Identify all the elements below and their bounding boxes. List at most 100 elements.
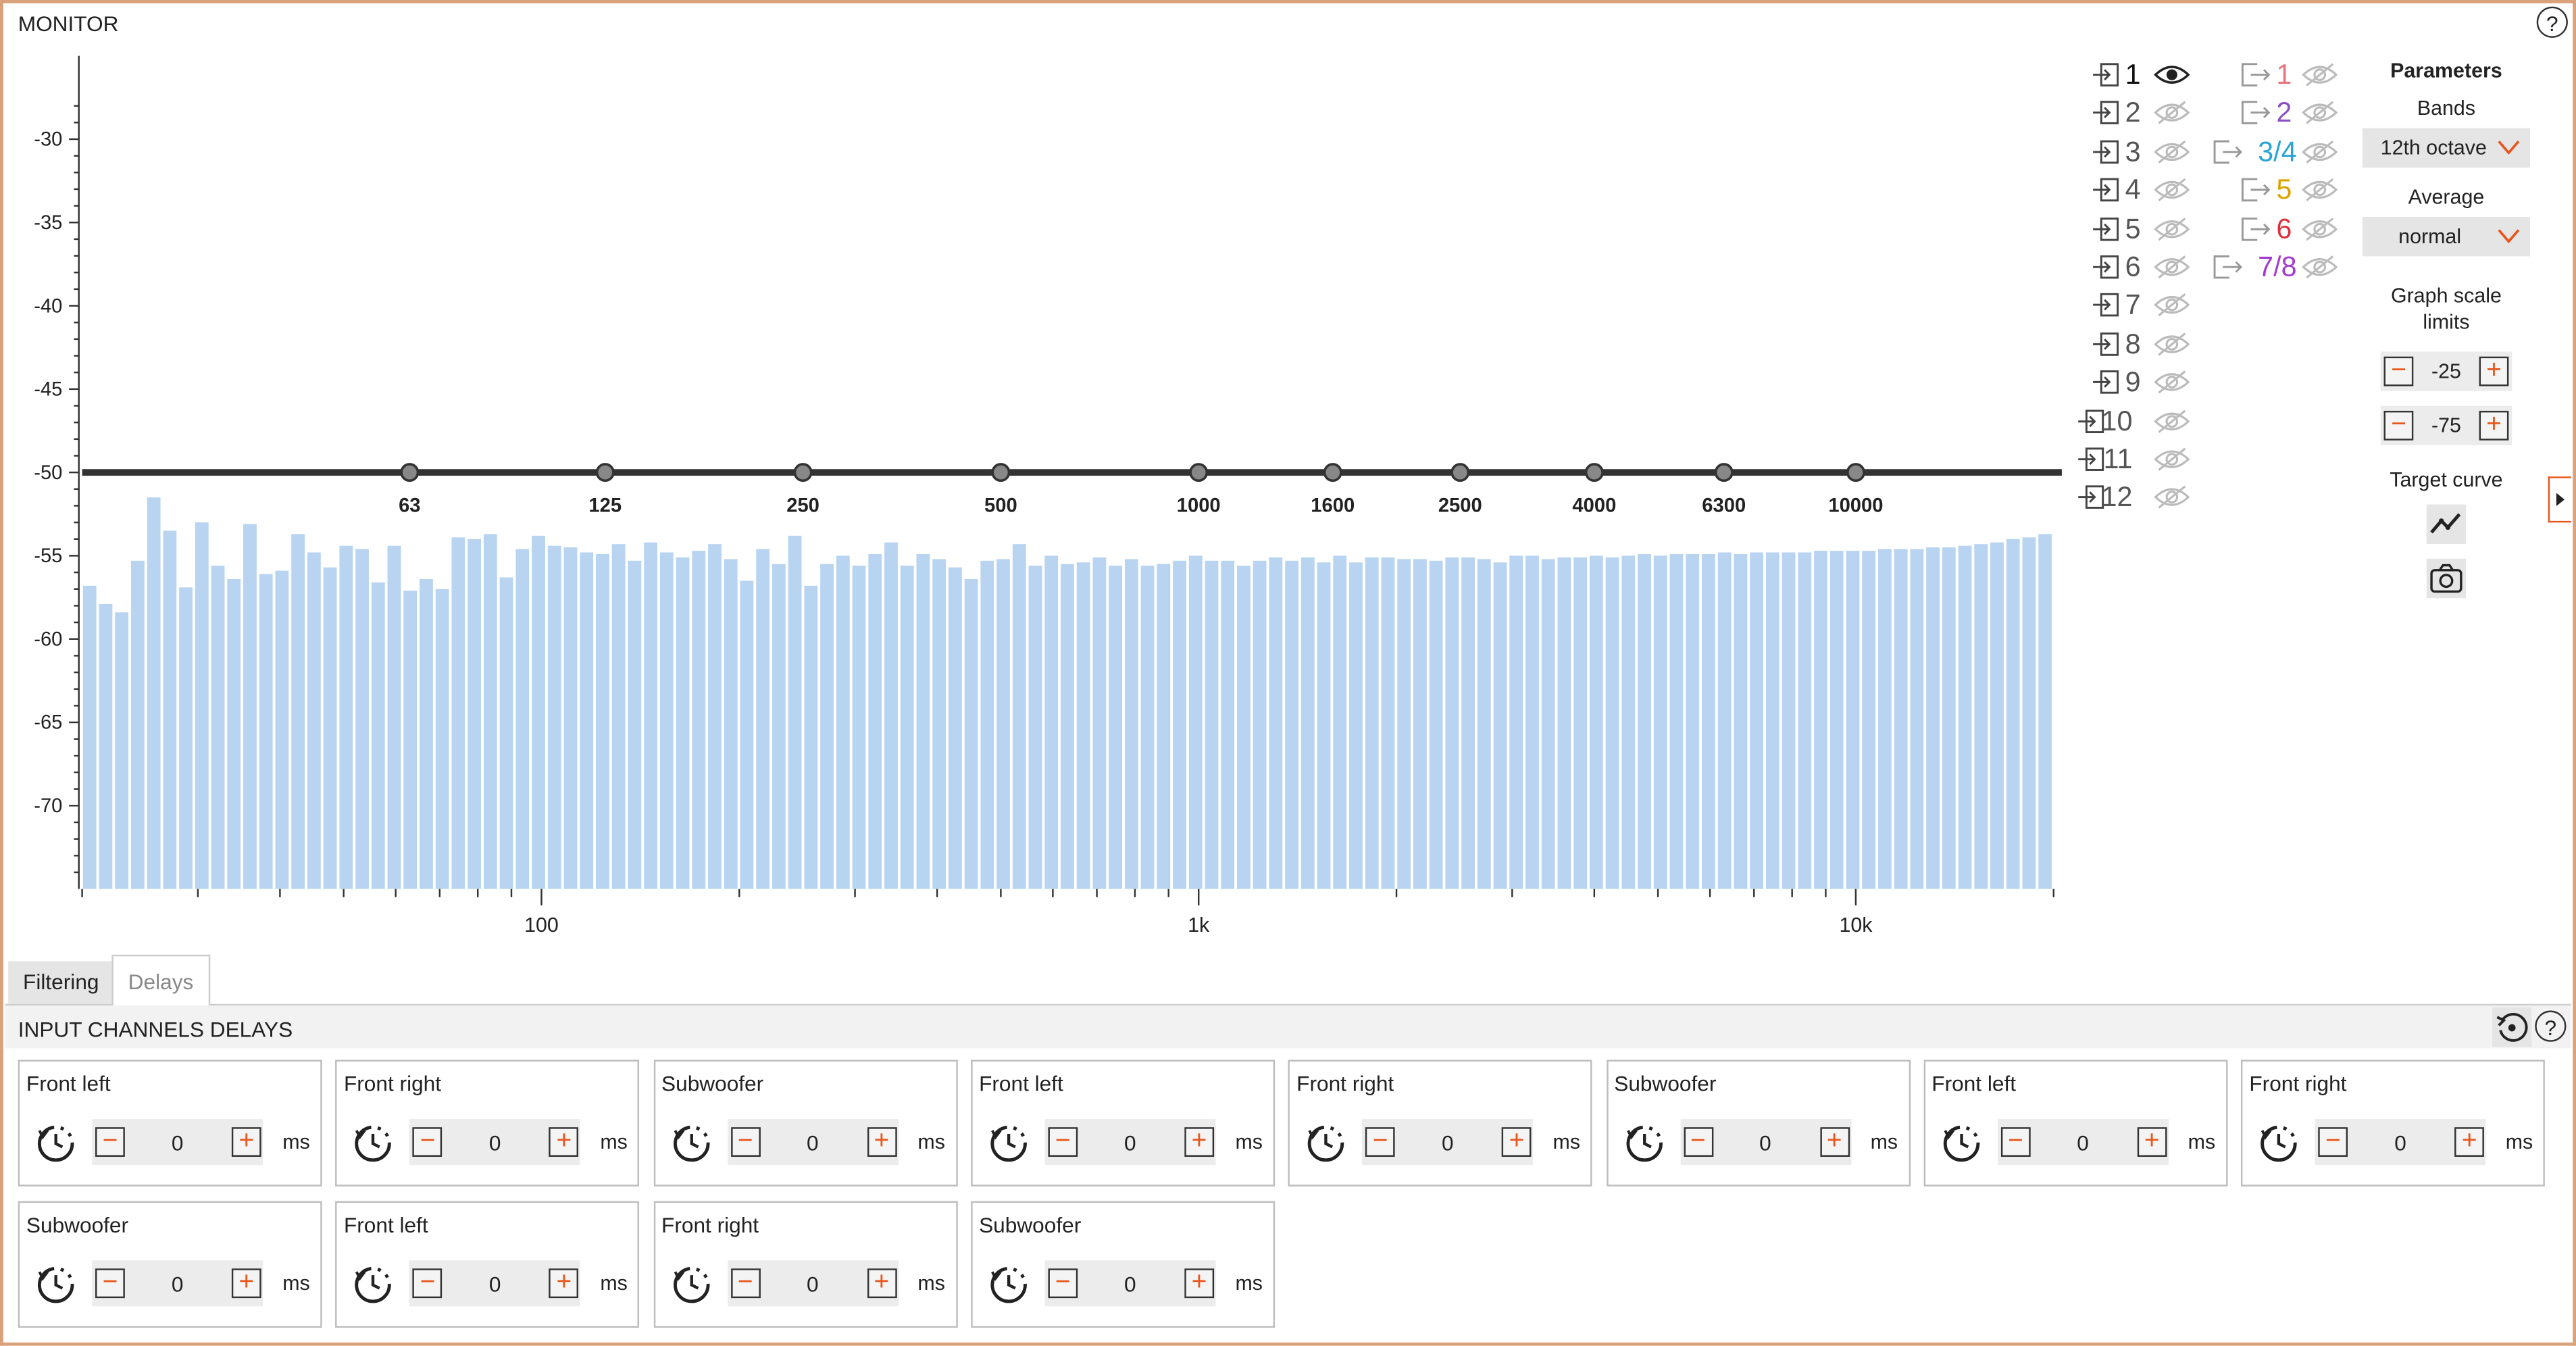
delay-auto-button[interactable] xyxy=(1940,1122,1982,1173)
target-curve-handle[interactable] xyxy=(991,463,1011,482)
input-channel-9[interactable]: 9 xyxy=(2073,365,2205,401)
toggle-visibility[interactable] xyxy=(2154,62,2190,95)
input-channel-4[interactable]: 4 xyxy=(2073,173,2205,209)
input-channel-3[interactable]: 3 xyxy=(2073,134,2205,170)
tab-filtering[interactable]: Filtering xyxy=(8,961,114,1004)
target-curve-edit-button[interactable] xyxy=(2426,504,2467,544)
toggle-visibility[interactable] xyxy=(2302,139,2338,172)
delay-auto-button[interactable] xyxy=(352,1122,395,1173)
delay-decrease-button[interactable]: − xyxy=(95,1268,125,1299)
delay-auto-button[interactable] xyxy=(670,1122,712,1173)
delay-decrease-button[interactable]: − xyxy=(1683,1127,1713,1157)
delay-value[interactable]: 0 xyxy=(806,1272,819,1297)
delay-increase-button[interactable]: + xyxy=(2137,1127,2167,1157)
toggle-visibility[interactable] xyxy=(2302,178,2338,211)
output-channel-6[interactable]: 6 xyxy=(2206,211,2341,247)
target-curve-handle[interactable] xyxy=(1584,463,1604,482)
toggle-visibility[interactable] xyxy=(2154,101,2190,134)
scale-min-increase-button[interactable]: + xyxy=(2479,410,2509,441)
output-channel-3-4[interactable]: 3/4 xyxy=(2206,134,2341,170)
input-channel-12[interactable]: 12 xyxy=(2073,480,2205,516)
delay-auto-button[interactable] xyxy=(987,1122,1030,1173)
output-channel-2[interactable]: 2 xyxy=(2206,96,2341,132)
delay-decrease-button[interactable]: − xyxy=(95,1127,125,1157)
input-channel-1[interactable]: 1 xyxy=(2073,57,2205,93)
toggle-visibility[interactable] xyxy=(2154,178,2190,211)
target-curve-handle[interactable] xyxy=(793,463,813,482)
delay-value[interactable]: 0 xyxy=(2394,1130,2406,1155)
delay-value[interactable]: 0 xyxy=(488,1130,501,1155)
scale-min-value[interactable]: -75 xyxy=(2431,414,2461,437)
delay-increase-button[interactable]: + xyxy=(231,1268,261,1299)
toggle-visibility[interactable] xyxy=(2154,332,2190,365)
delay-increase-button[interactable]: + xyxy=(549,1127,579,1157)
delay-increase-button[interactable]: + xyxy=(1819,1127,1849,1157)
delay-increase-button[interactable]: + xyxy=(867,1127,896,1157)
output-channel-5[interactable]: 5 xyxy=(2206,173,2341,209)
toggle-visibility[interactable] xyxy=(2154,409,2190,442)
delay-decrease-button[interactable]: − xyxy=(730,1127,760,1157)
delay-decrease-button[interactable]: − xyxy=(1048,1127,1078,1157)
delay-auto-button[interactable] xyxy=(670,1264,712,1314)
delay-auto-button[interactable] xyxy=(987,1264,1030,1314)
delay-increase-button[interactable]: + xyxy=(867,1268,896,1299)
toggle-visibility[interactable] xyxy=(2302,101,2338,134)
delay-auto-button[interactable] xyxy=(34,1122,77,1173)
toggle-visibility[interactable] xyxy=(2302,62,2338,95)
scale-max-decrease-button[interactable]: − xyxy=(2383,356,2414,387)
delay-increase-button[interactable]: + xyxy=(549,1268,579,1299)
input-channel-2[interactable]: 2 xyxy=(2073,96,2205,132)
input-channel-7[interactable]: 7 xyxy=(2073,289,2205,324)
delay-decrease-button[interactable]: − xyxy=(1048,1268,1078,1299)
scale-max-value[interactable]: -25 xyxy=(2431,359,2461,383)
tab-delays[interactable]: Delays xyxy=(111,954,210,1006)
delay-value[interactable]: 0 xyxy=(171,1130,184,1155)
delay-value[interactable]: 0 xyxy=(488,1272,501,1297)
output-channel-1[interactable]: 1 xyxy=(2206,57,2341,93)
delay-increase-button[interactable]: + xyxy=(1502,1127,1532,1157)
delay-decrease-button[interactable]: − xyxy=(730,1268,760,1299)
delay-auto-button[interactable] xyxy=(2258,1122,2300,1173)
delays-help-button[interactable]: ? xyxy=(2535,1010,2567,1042)
delay-increase-button[interactable]: + xyxy=(231,1127,261,1157)
delay-auto-button[interactable] xyxy=(1305,1122,1347,1173)
delay-value[interactable]: 0 xyxy=(1759,1130,1771,1155)
scale-max-increase-button[interactable]: + xyxy=(2479,356,2509,387)
delay-increase-button[interactable]: + xyxy=(1184,1127,1214,1157)
target-curve-handle[interactable] xyxy=(1189,463,1209,482)
toggle-visibility[interactable] xyxy=(2154,485,2190,518)
toggle-visibility[interactable] xyxy=(2154,293,2190,326)
target-curve-handle[interactable] xyxy=(400,463,420,482)
target-curve-handle[interactable] xyxy=(1323,463,1342,482)
delay-value[interactable]: 0 xyxy=(2077,1130,2089,1155)
toggle-visibility[interactable] xyxy=(2154,255,2190,288)
delay-increase-button[interactable]: + xyxy=(2454,1127,2485,1157)
input-channel-5[interactable]: 5 xyxy=(2073,211,2205,247)
input-channel-11[interactable]: 11 xyxy=(2073,442,2205,478)
toggle-visibility[interactable] xyxy=(2154,216,2190,249)
delay-decrease-button[interactable]: − xyxy=(1365,1127,1396,1157)
target-curve-handle[interactable] xyxy=(1450,463,1470,482)
bands-dropdown[interactable]: 12th octave xyxy=(2362,128,2530,168)
toggle-visibility[interactable] xyxy=(2154,447,2190,480)
delay-decrease-button[interactable]: − xyxy=(2318,1127,2348,1157)
target-curve[interactable]: 63 125 250 500 1000 1600 2500 4000 6300 10000 xyxy=(82,463,2062,517)
delay-decrease-button[interactable]: − xyxy=(413,1127,443,1157)
delay-value[interactable]: 0 xyxy=(806,1130,819,1155)
toggle-visibility[interactable] xyxy=(2302,255,2338,288)
delay-auto-button[interactable] xyxy=(1622,1122,1665,1173)
toggle-visibility[interactable] xyxy=(2154,139,2190,172)
scale-min-decrease-button[interactable]: − xyxy=(2383,410,2414,441)
input-channel-10[interactable]: 10 xyxy=(2073,403,2205,439)
delay-decrease-button[interactable]: − xyxy=(2000,1127,2031,1157)
output-channel-7-8[interactable]: 7/8 xyxy=(2206,250,2341,286)
delay-value[interactable]: 0 xyxy=(1123,1272,1136,1297)
average-dropdown[interactable]: normal xyxy=(2362,216,2530,257)
target-curve-handle[interactable] xyxy=(1846,463,1865,482)
delay-auto-button[interactable] xyxy=(34,1264,77,1314)
delay-decrease-button[interactable]: − xyxy=(413,1268,443,1299)
delay-value[interactable]: 0 xyxy=(1123,1130,1136,1155)
input-channel-8[interactable]: 8 xyxy=(2073,326,2205,362)
reset-delays-button[interactable] xyxy=(2492,1007,2532,1047)
delay-value[interactable]: 0 xyxy=(1442,1130,1454,1155)
